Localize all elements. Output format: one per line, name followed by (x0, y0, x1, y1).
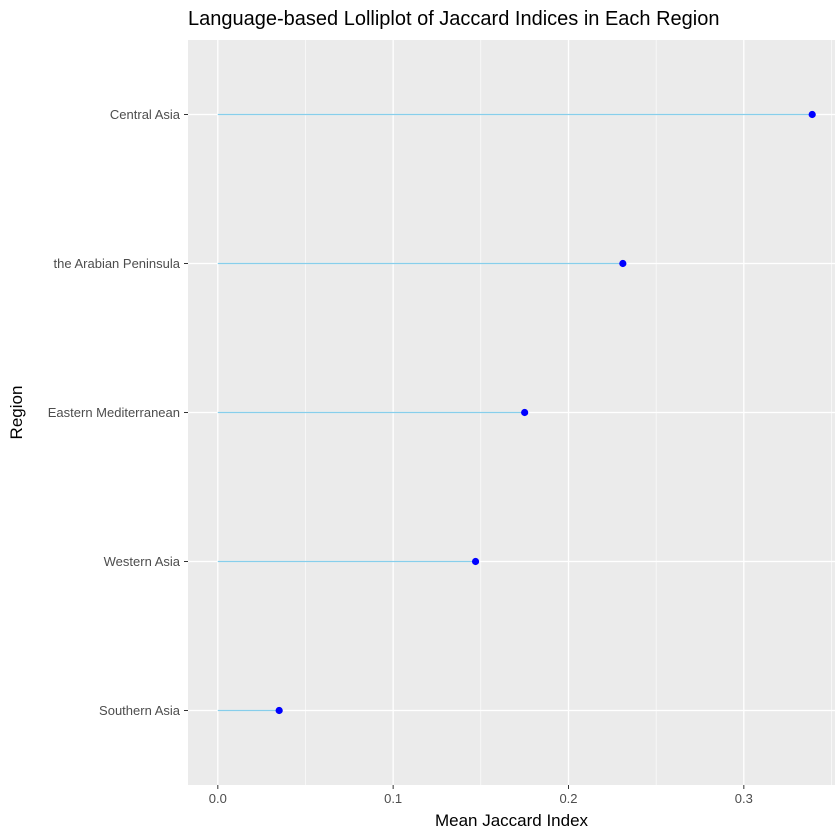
x-tick-label: 0.3 (735, 791, 753, 806)
chart-title: Language-based Lolliplot of Jaccard Indi… (188, 8, 719, 30)
x-axis-title: Mean Jaccard Index (435, 811, 589, 830)
y-tick-label: Western Asia (104, 554, 181, 569)
y-tick-label: Eastern Mediterranean (48, 405, 180, 420)
lollipop-layer (217, 110, 816, 715)
x-axis: 0.0 0.1 0.2 0.3 (209, 785, 753, 806)
y-tick-label: the Arabian Peninsula (54, 256, 181, 271)
y-axis: Southern Asia Western Asia Eastern Mediter… (48, 107, 188, 718)
x-tick-label: 0.1 (384, 791, 402, 806)
y-tick-label: Central Asia (110, 107, 181, 122)
y-axis-title: Region (7, 386, 26, 440)
lollipop-point (275, 706, 283, 715)
x-tick-label: 0.2 (559, 791, 577, 806)
x-tick-label: 0.0 (209, 791, 227, 806)
lollipop-point (808, 110, 816, 119)
lollipop-point (619, 259, 627, 268)
lollipop-point (471, 557, 480, 566)
y-tick-label: Southern Asia (99, 703, 181, 718)
lollipop-point (521, 408, 529, 417)
